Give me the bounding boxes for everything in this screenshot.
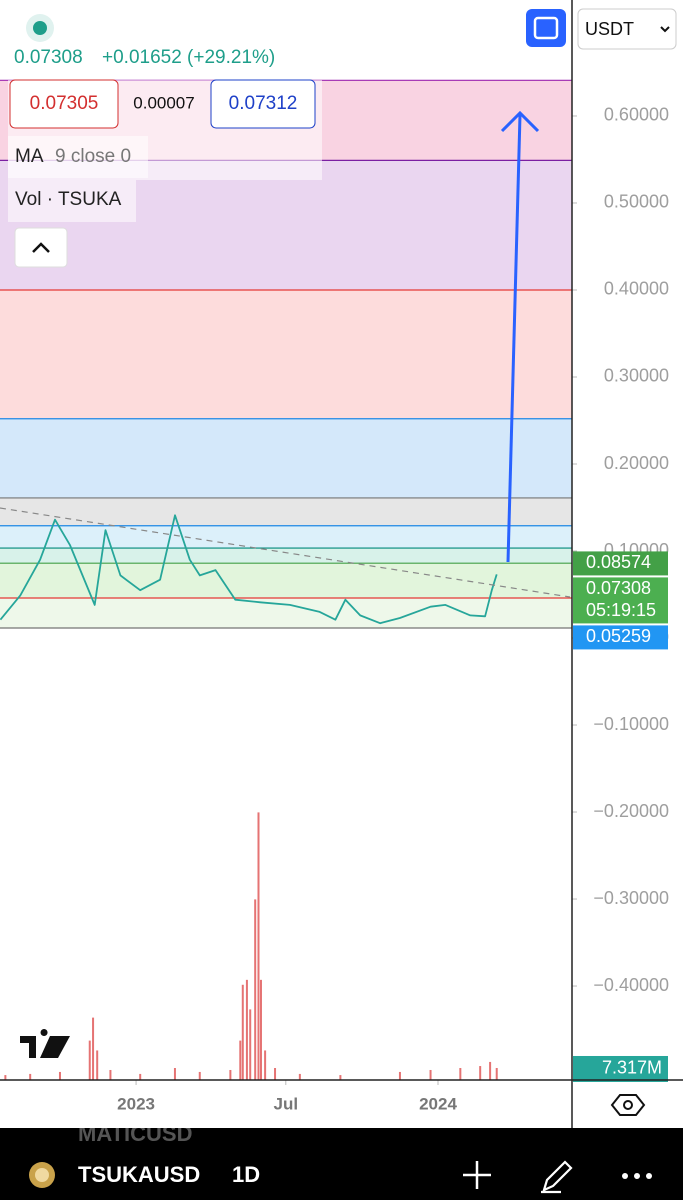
interval[interactable]: 1D bbox=[232, 1162, 260, 1187]
volume-bar bbox=[88, 1040, 91, 1080]
level-band bbox=[0, 418, 572, 498]
price-label bbox=[573, 625, 668, 650]
volume-bar bbox=[229, 1069, 232, 1080]
price-change: +0.01652 (+29.21%) bbox=[102, 47, 275, 68]
last-price: 0.07308 bbox=[14, 47, 83, 68]
price-label-text: 0.05259 bbox=[586, 626, 651, 646]
level-band bbox=[0, 497, 572, 526]
y-tick-label: 0.30000 bbox=[604, 366, 669, 386]
volume-bar bbox=[495, 1067, 498, 1080]
axes: 0.600000.500000.400000.300000.200000.100… bbox=[117, 105, 669, 1114]
volume-bar bbox=[92, 1017, 95, 1080]
volume-bar bbox=[241, 984, 244, 1080]
x-tick-label: 2023 bbox=[117, 1094, 155, 1113]
legend-bg bbox=[8, 180, 136, 222]
price-label bbox=[573, 577, 668, 624]
price-label-text: 0.07308 bbox=[586, 578, 651, 598]
volume-bar bbox=[398, 1071, 401, 1080]
settings-icon bbox=[623, 1100, 633, 1110]
currency-select[interactable] bbox=[577, 8, 677, 50]
volume-bar bbox=[173, 1068, 176, 1080]
x-tick-label: 2024 bbox=[419, 1094, 457, 1113]
y-tick-label: −0.10000 bbox=[593, 714, 669, 734]
logo bbox=[48, 1036, 70, 1058]
volume-bar bbox=[96, 1050, 99, 1080]
y-tick-label: −0.20000 bbox=[593, 801, 669, 821]
fullscreen-icon bbox=[533, 16, 559, 40]
volume-bar bbox=[254, 899, 257, 1080]
bid-box[interactable] bbox=[9, 79, 119, 129]
volume-bar bbox=[249, 1009, 252, 1080]
volume-bar bbox=[429, 1069, 432, 1080]
ask-box[interactable] bbox=[210, 79, 316, 129]
trend-line bbox=[0, 507, 571, 598]
volume-bar bbox=[459, 1068, 462, 1080]
collapse-button[interactable] bbox=[14, 227, 68, 268]
level-band bbox=[0, 525, 572, 549]
arrow-head bbox=[500, 110, 540, 133]
ma-params: 9 close 0 bbox=[55, 146, 131, 167]
settings-button[interactable] bbox=[610, 1094, 646, 1116]
draw-button[interactable] bbox=[541, 1160, 573, 1194]
y-tick-label: 0.50000 bbox=[604, 192, 669, 212]
x-tick-label: Jul bbox=[274, 1094, 299, 1113]
volume-label-text: 7.317M bbox=[602, 1058, 662, 1078]
volume-bar bbox=[139, 1073, 142, 1080]
volume-bar bbox=[264, 1050, 267, 1080]
bottom-bar bbox=[0, 1128, 683, 1200]
volume-label bbox=[573, 1055, 668, 1082]
ma-name[interactable]: MA bbox=[15, 146, 44, 167]
volume-bar bbox=[29, 1073, 32, 1080]
volume-bar bbox=[479, 1066, 482, 1080]
price-line bbox=[0, 514, 498, 625]
volume-bar bbox=[298, 1073, 301, 1080]
countdown: 05:19:15 bbox=[586, 600, 656, 620]
volume-bar bbox=[109, 1069, 112, 1080]
fullscreen-button[interactable] bbox=[526, 9, 566, 47]
y-tick-label: 0.20000 bbox=[604, 453, 669, 473]
ask: 0.07312 bbox=[229, 93, 298, 114]
compare-symbol: MATICUSD bbox=[78, 1121, 192, 1146]
volume-indicator[interactable]: Vol · TSUKA bbox=[15, 189, 122, 210]
y-tick-label: 0.60000 bbox=[604, 105, 669, 125]
spread: 0.00007 bbox=[133, 93, 194, 112]
level-band bbox=[0, 548, 572, 564]
arrow bbox=[506, 114, 522, 563]
volume-bar bbox=[259, 979, 262, 1080]
y-tick-label: 0.40000 bbox=[604, 279, 669, 299]
volume-bar bbox=[239, 1040, 242, 1080]
coin-icon bbox=[35, 1168, 49, 1182]
volume-bar bbox=[257, 812, 260, 1080]
more-button[interactable] bbox=[622, 1173, 652, 1179]
plot-area bbox=[0, 79, 572, 1080]
volume-bar bbox=[339, 1075, 342, 1080]
y-tick-label: −0.30000 bbox=[593, 888, 669, 908]
level-band bbox=[0, 563, 572, 598]
chevron-up bbox=[32, 242, 50, 253]
legend-bg bbox=[8, 136, 148, 178]
price-label bbox=[573, 551, 668, 576]
bid: 0.07305 bbox=[30, 93, 99, 114]
volume-bar bbox=[198, 1071, 201, 1080]
volume-bar bbox=[274, 1068, 277, 1080]
level-band bbox=[0, 289, 572, 419]
dropdown-arrow bbox=[660, 26, 670, 33]
currency: USDT bbox=[585, 19, 634, 39]
status-dot[interactable] bbox=[33, 21, 47, 35]
volume-bar bbox=[4, 1075, 7, 1080]
symbol[interactable]: TSUKAUSD bbox=[78, 1162, 200, 1187]
price-label-text: 0.08574 bbox=[586, 552, 651, 572]
add-button[interactable] bbox=[463, 1161, 491, 1189]
volume-bar bbox=[58, 1071, 61, 1080]
y-tick-label: −0.40000 bbox=[593, 975, 669, 995]
logo bbox=[20, 1029, 58, 1058]
volume-bar bbox=[489, 1061, 492, 1080]
volume-bar bbox=[245, 979, 248, 1080]
